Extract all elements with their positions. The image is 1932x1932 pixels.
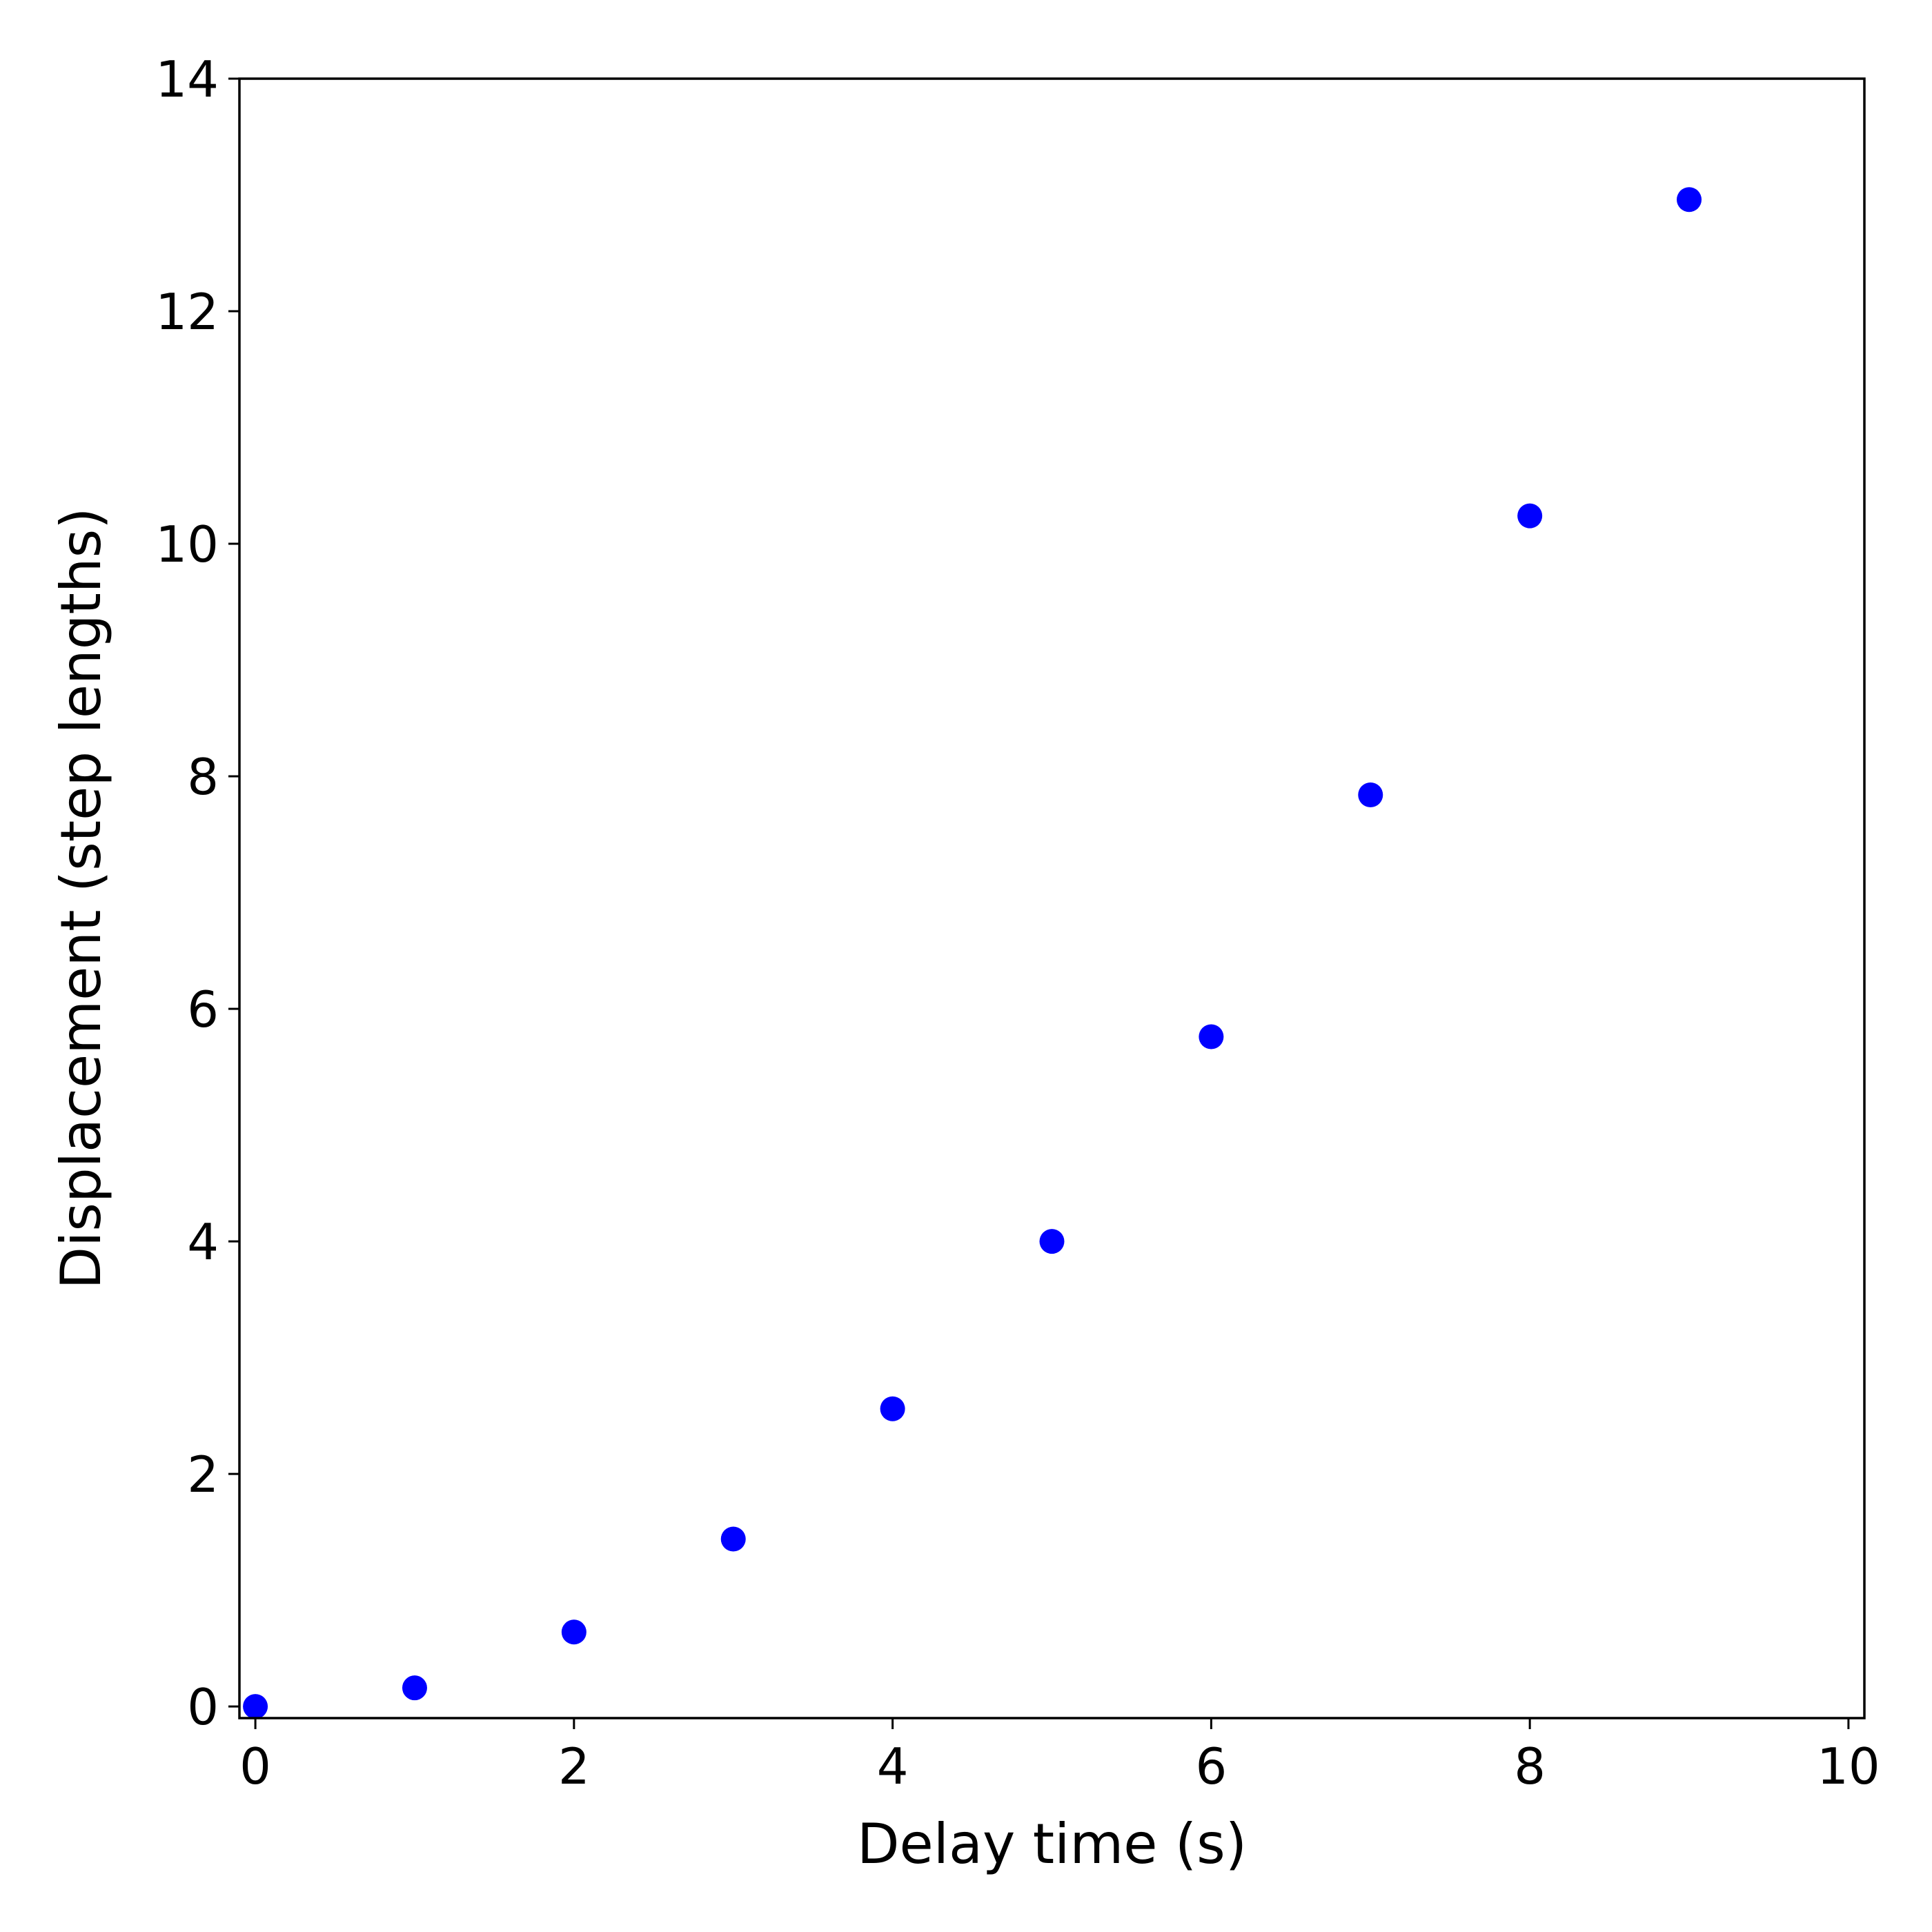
x-tick-label: 4 [877, 1737, 909, 1795]
data-point [243, 1694, 268, 1719]
y-tick-label: 14 [155, 50, 219, 108]
data-points [243, 187, 1702, 1719]
x-tick-label: 0 [239, 1737, 271, 1795]
y-tick-label: 0 [187, 1678, 219, 1736]
y-tick-label: 10 [155, 515, 219, 573]
data-point [1039, 1229, 1065, 1254]
data-point [880, 1396, 905, 1421]
x-tick-label: 2 [558, 1737, 590, 1795]
data-point [1517, 503, 1543, 529]
plot-area-frame [238, 77, 1866, 1719]
y-tick-label: 2 [187, 1446, 219, 1504]
y-tick-label: 12 [155, 283, 219, 341]
data-point [402, 1675, 427, 1701]
data-point [1677, 187, 1702, 213]
x-tick-label: 6 [1195, 1737, 1227, 1795]
x-axis-label: Delay time (s) [857, 1812, 1247, 1876]
data-point [720, 1526, 746, 1552]
y-tick-label: 8 [187, 748, 219, 806]
y-axis-ticks: 0 2 4 6 8 10 12 14 [155, 50, 239, 1736]
y-axis-label: Displacement (step lengths) [49, 508, 113, 1290]
x-tick-label: 8 [1514, 1737, 1546, 1795]
data-point [1358, 782, 1383, 808]
data-point [561, 1619, 586, 1645]
data-point [1199, 1024, 1224, 1049]
y-tick-label: 4 [187, 1213, 219, 1271]
x-axis-ticks: 0 2 4 6 8 10 [239, 1718, 1880, 1795]
x-tick-label: 10 [1817, 1737, 1880, 1795]
y-tick-label: 6 [187, 980, 219, 1038]
